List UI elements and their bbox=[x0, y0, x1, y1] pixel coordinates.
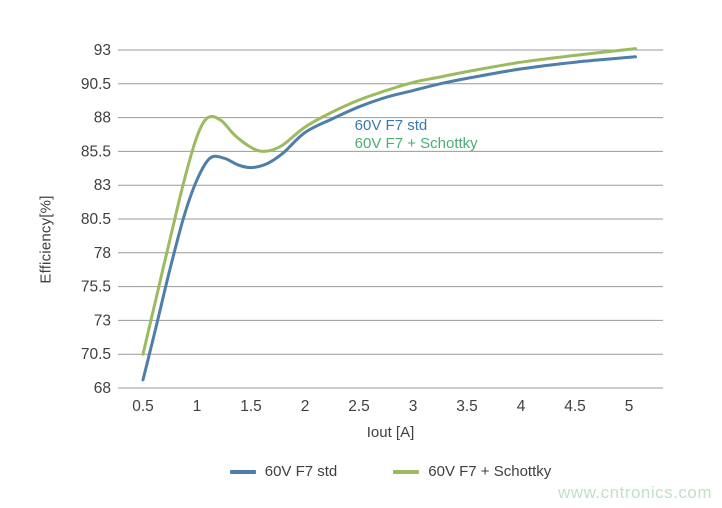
y-axis-title: Efficiency[%] bbox=[37, 195, 55, 284]
y-tick-label: 85.5 bbox=[81, 143, 111, 160]
legend-item-std: 60V F7 std bbox=[229, 463, 338, 480]
y-tick-label: 70.5 bbox=[81, 346, 111, 363]
y-tick-label: 73 bbox=[94, 312, 111, 329]
x-tick-label: 3.5 bbox=[456, 398, 478, 415]
legend-item-schottky: 60V F7 + Schottky bbox=[393, 463, 551, 480]
x-tick-label: 5 bbox=[625, 398, 634, 415]
x-tick-label: 2 bbox=[301, 398, 310, 415]
y-tick-label: 90.5 bbox=[81, 76, 111, 93]
legend-line-swatch-schottky bbox=[393, 469, 420, 474]
x-tick-label: 4.5 bbox=[564, 398, 586, 415]
legend-label-schottky: 60V F7 + Schottky bbox=[428, 463, 552, 480]
x-axis-title: Iout [A] bbox=[366, 424, 415, 441]
x-tick-label: 2.5 bbox=[348, 398, 370, 415]
x-tick-label: 0.5 bbox=[132, 398, 154, 415]
watermark-text: www.cntronics.com bbox=[558, 483, 712, 502]
y-tick-label: 88 bbox=[94, 110, 111, 127]
x-tick-label: 1 bbox=[193, 398, 202, 415]
x-tick-label: 3 bbox=[409, 398, 418, 415]
legend-label-std: 60V F7 std bbox=[264, 463, 338, 480]
y-tick-label: 78 bbox=[94, 245, 111, 262]
y-tick-label: 75.5 bbox=[81, 279, 111, 296]
annotation-series-schottky: 60V F7 + Schottky bbox=[354, 134, 478, 152]
y-tick-label: 80.5 bbox=[81, 211, 111, 228]
y-tick-label: 93 bbox=[94, 42, 111, 59]
chart-legend: 60V F7 std 60V F7 + Schottky bbox=[118, 463, 663, 480]
legend-line-swatch-std bbox=[229, 469, 256, 474]
x-tick-label: 1.5 bbox=[240, 398, 262, 415]
annotation-series-std: 60V F7 std bbox=[354, 116, 428, 134]
x-tick-label: 4 bbox=[517, 398, 526, 415]
y-tick-label: 83 bbox=[94, 177, 111, 194]
series-line-60v-f7-schottky bbox=[141, 47, 637, 356]
series-line-60v-f7-std bbox=[141, 55, 637, 382]
y-tick-label: 68 bbox=[94, 380, 111, 397]
